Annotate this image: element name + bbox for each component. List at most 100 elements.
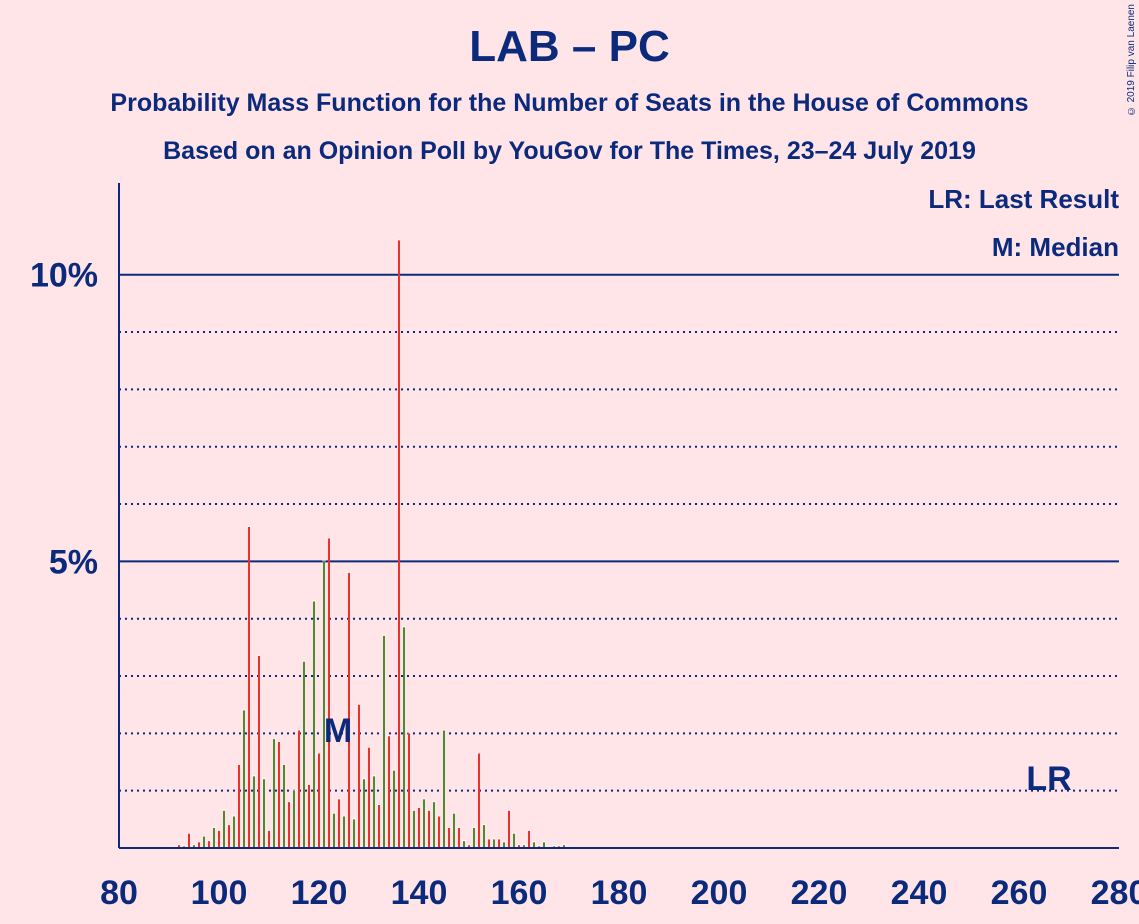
bar xyxy=(178,845,180,848)
bar xyxy=(448,827,450,848)
bar-cap xyxy=(357,703,361,705)
bar xyxy=(543,842,545,848)
bar xyxy=(273,739,275,848)
bar xyxy=(458,827,460,848)
bar-cap xyxy=(502,841,506,843)
bar-cap xyxy=(207,840,211,842)
bar xyxy=(293,790,295,848)
bar-cap xyxy=(567,845,571,847)
bar-cap xyxy=(507,809,511,811)
bar-cap xyxy=(177,844,181,846)
bar-cap xyxy=(542,841,546,843)
bar xyxy=(393,770,395,848)
bar-cap xyxy=(227,824,231,826)
axes xyxy=(118,183,1119,849)
bars xyxy=(167,239,571,849)
bar xyxy=(343,816,345,848)
bar xyxy=(353,819,355,848)
bar-cap xyxy=(237,763,241,765)
bar-cap xyxy=(537,845,541,847)
bar xyxy=(398,240,400,849)
bar xyxy=(508,810,510,848)
bar xyxy=(253,776,255,848)
bar xyxy=(383,635,385,848)
bar xyxy=(228,825,230,848)
bar xyxy=(418,807,420,848)
bar xyxy=(258,655,260,848)
bar xyxy=(313,601,315,848)
bar-cap xyxy=(497,838,501,840)
bar xyxy=(303,661,305,848)
x-tick-label: 100 xyxy=(191,874,248,912)
y-tick-label: 5% xyxy=(49,543,98,581)
bar-cap xyxy=(337,798,341,800)
bar-cap xyxy=(442,729,446,731)
chart-title: LAB – PC xyxy=(469,22,670,71)
bar-cap xyxy=(552,845,556,847)
bar-cap xyxy=(252,775,256,777)
bar-cap xyxy=(272,738,276,740)
bar-cap xyxy=(182,845,186,847)
bar xyxy=(523,845,525,848)
bar xyxy=(428,810,430,848)
bar-cap xyxy=(347,571,351,573)
bar-cap xyxy=(412,809,416,811)
bar-cap xyxy=(287,801,291,803)
bar xyxy=(243,710,245,848)
bar-cap xyxy=(557,845,561,847)
bar xyxy=(338,799,340,848)
bar xyxy=(453,813,455,848)
bar-cap xyxy=(382,634,386,636)
x-tick-label: 260 xyxy=(991,874,1048,912)
bar-cap xyxy=(467,844,471,846)
y-tick-labels: 5% 10% xyxy=(30,257,98,582)
bar-cap xyxy=(242,709,246,711)
bar-cap xyxy=(267,829,271,831)
bar-cap xyxy=(387,735,391,737)
bar-cap xyxy=(402,626,406,628)
x-tick-label: 240 xyxy=(891,874,948,912)
bar-cap xyxy=(282,763,286,765)
x-tick-label: 180 xyxy=(591,874,648,912)
bar xyxy=(333,813,335,848)
bar xyxy=(318,753,320,848)
x-tick-label: 200 xyxy=(691,874,748,912)
bar xyxy=(478,753,480,848)
bar-cap xyxy=(202,835,206,837)
legend-last-result: LR: Last Result xyxy=(928,184,1119,214)
bar-cap xyxy=(222,809,226,811)
bar-cap xyxy=(432,801,436,803)
bar xyxy=(348,572,350,848)
bar xyxy=(483,825,485,848)
bar xyxy=(528,830,530,848)
bar xyxy=(233,816,235,848)
bar xyxy=(268,830,270,848)
bar-cap xyxy=(327,537,331,539)
bar-cap xyxy=(277,740,281,742)
bar-cap xyxy=(342,815,346,817)
chart-subtitle-line2: Based on an Opinion Poll by YouGov for T… xyxy=(163,137,976,165)
bar xyxy=(503,842,505,848)
bar-cap xyxy=(362,778,366,780)
bar-cap xyxy=(302,660,306,662)
bar-cap xyxy=(392,769,396,771)
bar-cap xyxy=(462,840,466,842)
bar-cap xyxy=(332,812,336,814)
bar xyxy=(533,842,535,848)
bar-cap xyxy=(192,844,196,846)
bar xyxy=(328,538,330,848)
bar xyxy=(463,841,465,848)
bar xyxy=(563,845,565,848)
bar xyxy=(188,833,190,848)
legend-median: M: Median xyxy=(991,232,1119,262)
bar xyxy=(403,627,405,848)
bar xyxy=(408,733,410,848)
bar-cap xyxy=(437,815,441,817)
bar-cap xyxy=(472,826,476,828)
x-tick-label: 80 xyxy=(100,874,138,912)
x-tick-label: 220 xyxy=(791,874,848,912)
bar-cap xyxy=(167,845,171,847)
bar xyxy=(213,827,215,848)
bar-cap xyxy=(487,838,491,840)
